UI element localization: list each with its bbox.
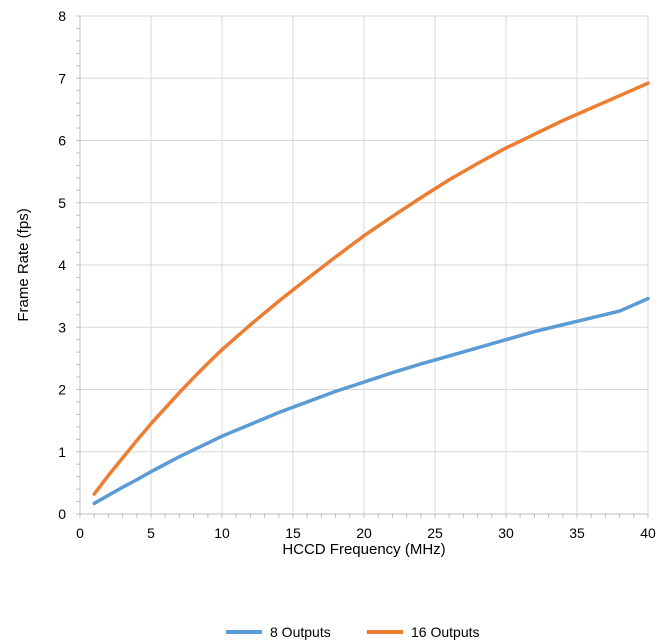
- gridlines: [80, 15, 649, 514]
- y-tick-label: 7: [58, 70, 66, 86]
- x-tick-label: 35: [569, 525, 585, 541]
- y-tick-label: 8: [58, 8, 66, 24]
- legend-label-2: 16 Outputs: [411, 624, 480, 640]
- series-line-1: [92, 296, 650, 506]
- x-tick-label: 5: [147, 525, 155, 541]
- y-tick-label: 2: [58, 382, 66, 398]
- axes: [76, 15, 649, 518]
- tick-labels: 0 5 10 15 20 25 30 35 40 0 1 2 3 4 5 6 7 8: [58, 8, 656, 541]
- x-tick-label: 10: [214, 525, 230, 541]
- x-axis-title: HCCD Frequency (MHz): [282, 541, 445, 558]
- y-axis-title: Frame Rate (fps): [15, 208, 32, 321]
- legend: 8 Outputs 16 Outputs: [226, 624, 480, 640]
- series-line-2: [92, 81, 650, 496]
- x-tick-label: 25: [427, 525, 443, 541]
- x-tick-label: 40: [640, 525, 656, 541]
- x-tick-label: 0: [76, 525, 84, 541]
- x-tick-label: 20: [356, 525, 372, 541]
- y-tick-label: 1: [58, 444, 66, 460]
- data-series: [92, 81, 650, 506]
- y-tick-label: 3: [58, 319, 66, 335]
- x-tick-label: 15: [285, 525, 301, 541]
- y-tick-label: 6: [58, 133, 66, 149]
- y-tick-label: 4: [58, 257, 66, 273]
- y-tick-label: 0: [58, 506, 66, 522]
- y-tick-label: 5: [58, 195, 66, 211]
- legend-label-1: 8 Outputs: [270, 624, 331, 640]
- x-tick-label: 30: [498, 525, 514, 541]
